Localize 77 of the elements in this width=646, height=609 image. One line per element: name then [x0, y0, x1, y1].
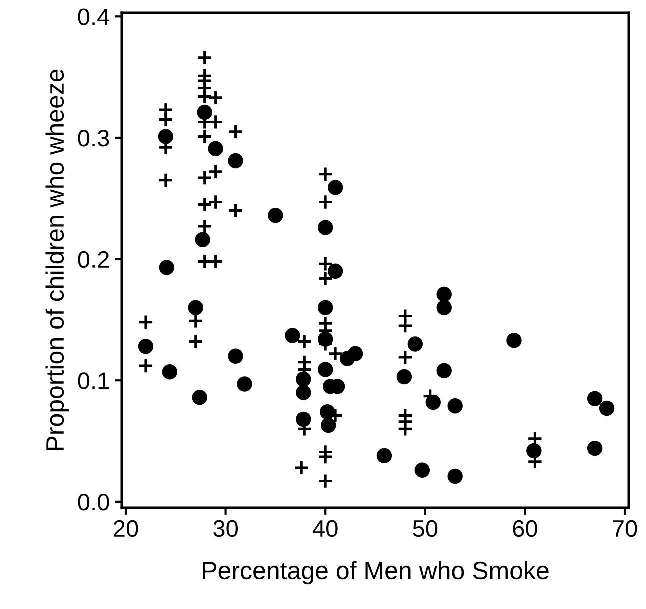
- point: [296, 334, 312, 350]
- point: [320, 418, 336, 434]
- point: [599, 400, 615, 416]
- point: [188, 300, 204, 316]
- point: [197, 88, 213, 105]
- point: [237, 376, 252, 392]
- x-tick-label: 50: [413, 520, 438, 538]
- point: [228, 202, 244, 219]
- point: [448, 398, 463, 414]
- point: [208, 141, 224, 156]
- x-tick-label: 60: [513, 520, 538, 538]
- point: [318, 220, 334, 236]
- point: [506, 332, 522, 348]
- point: [587, 391, 603, 406]
- point: [197, 50, 213, 66]
- point: [436, 300, 452, 316]
- point: [398, 421, 414, 437]
- point: [197, 128, 213, 145]
- point: [526, 443, 542, 459]
- point: [328, 346, 344, 362]
- point: [268, 208, 284, 224]
- x-tick-label: 30: [214, 520, 238, 538]
- point: [348, 346, 364, 362]
- point: [296, 412, 312, 428]
- point: [318, 300, 334, 316]
- point: [318, 256, 334, 272]
- y-tick-label: 0.1: [78, 372, 110, 390]
- point: [158, 129, 174, 144]
- point: [197, 104, 212, 120]
- point: [408, 336, 424, 352]
- point: [159, 260, 175, 276]
- point: [328, 180, 344, 196]
- point: [294, 460, 310, 476]
- point: [158, 112, 174, 128]
- x-tick-label: 70: [613, 520, 638, 538]
- point: [318, 473, 334, 490]
- point: [228, 124, 244, 140]
- point: [228, 153, 244, 169]
- point: [138, 314, 154, 330]
- point: [158, 172, 174, 188]
- point: [162, 364, 178, 380]
- point: [138, 339, 154, 354]
- point: [296, 385, 312, 400]
- x-axis-title: Percentage of Men who Smoke: [203, 561, 549, 585]
- point: [318, 362, 334, 378]
- y-tick-label: 0.0: [78, 494, 110, 511]
- point: [398, 318, 414, 334]
- point: [195, 232, 210, 248]
- point: [318, 270, 334, 287]
- point: [448, 468, 463, 484]
- point: [138, 358, 154, 374]
- y-axis-title: Proportion of children who wheeze: [46, 70, 70, 450]
- point: [318, 166, 334, 182]
- point: [192, 390, 208, 406]
- x-tick-label: 40: [313, 520, 338, 538]
- point: [328, 264, 344, 280]
- point: [228, 348, 244, 364]
- y-tick-label: 0.3: [78, 130, 110, 147]
- y-tick-label: 0.2: [78, 251, 110, 268]
- point: [197, 196, 213, 213]
- point: [396, 369, 412, 385]
- point: [318, 194, 334, 210]
- y-tick-label: 0.4: [78, 8, 110, 26]
- point: [414, 462, 430, 478]
- point: [208, 90, 224, 106]
- point: [197, 218, 213, 234]
- point: [208, 194, 224, 210]
- point: [285, 328, 300, 344]
- point: [188, 313, 204, 329]
- point: [587, 440, 603, 456]
- point: [188, 334, 204, 350]
- x-tick-label: 20: [114, 520, 138, 538]
- point: [398, 350, 414, 366]
- point: [436, 286, 452, 302]
- point: [376, 448, 392, 464]
- point: [318, 449, 334, 465]
- point: [436, 363, 452, 379]
